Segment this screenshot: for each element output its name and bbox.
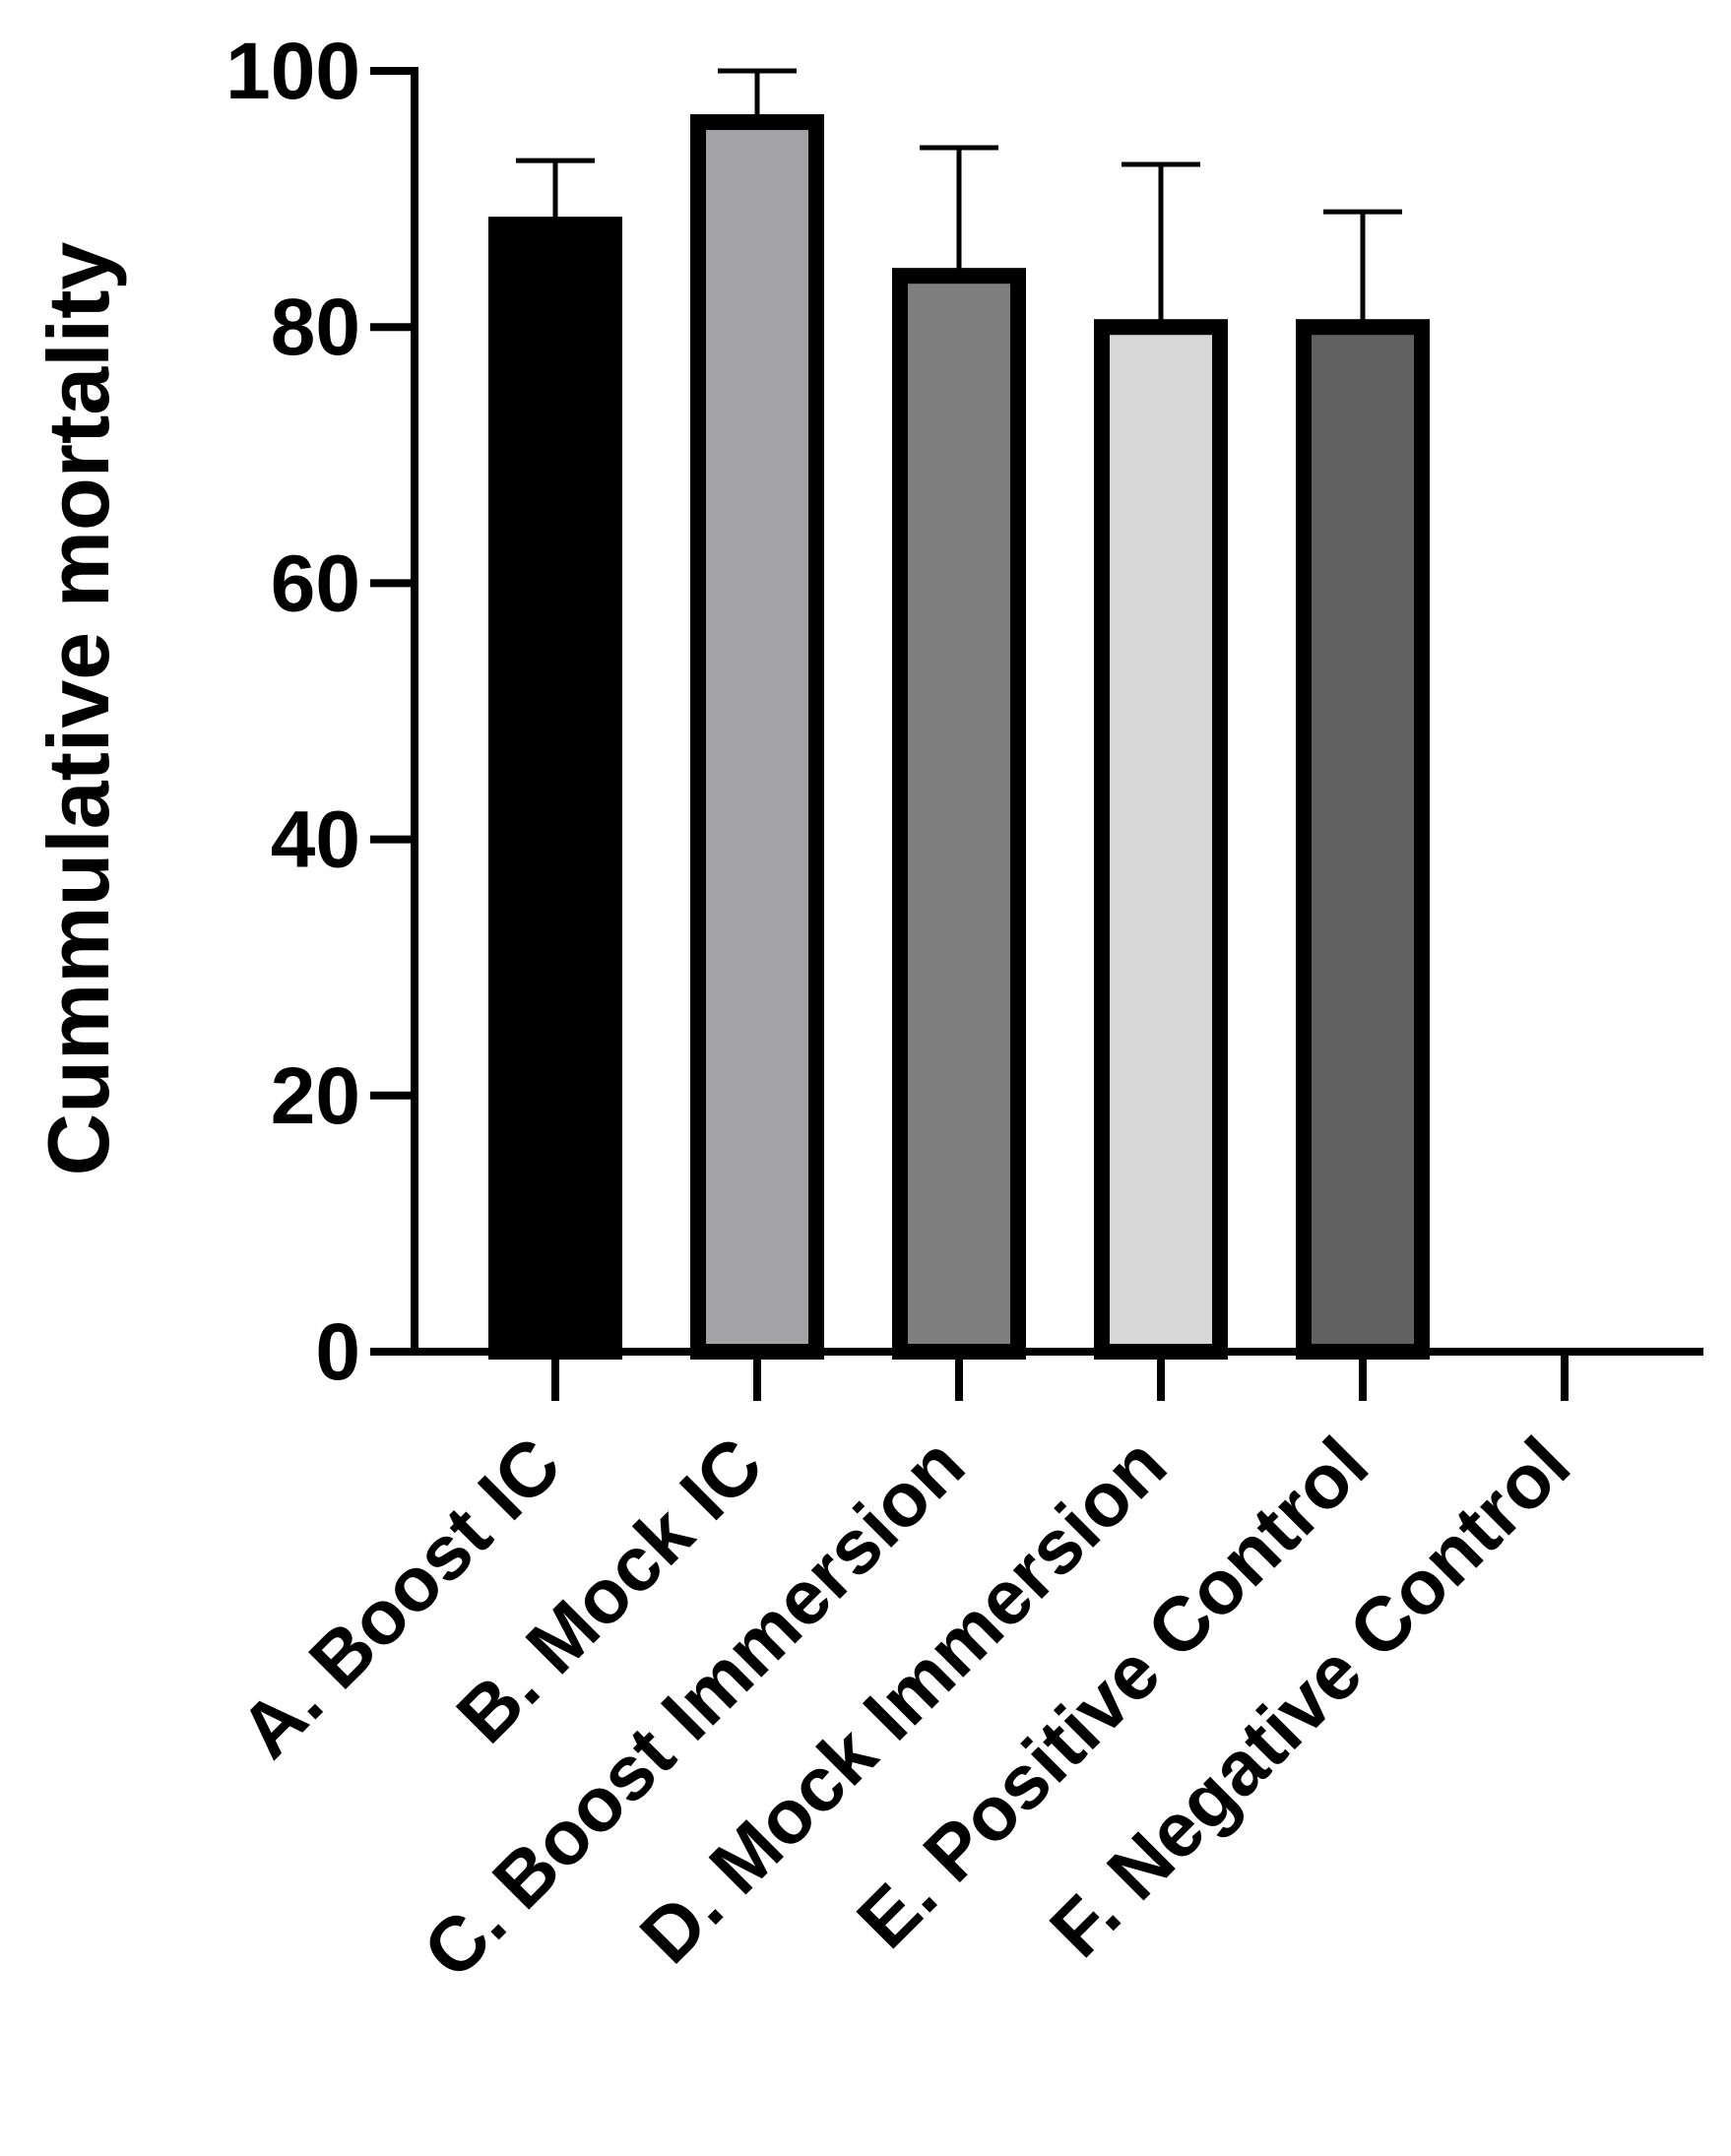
- error-bars: [516, 68, 1402, 328]
- bar: [488, 217, 622, 1360]
- y-tick-label: 100: [225, 27, 360, 116]
- bar: [690, 114, 824, 1360]
- bar: [1094, 319, 1228, 1361]
- y-tick-label: 60: [271, 539, 360, 628]
- y-axis: 0 20 40 60 80 100: [225, 27, 418, 1397]
- y-tick-label: 20: [271, 1051, 360, 1141]
- y-tick-label: 0: [315, 1307, 360, 1397]
- x-tick-labels: A. Boost ICB. Mock ICC. Boost ImmersionD…: [224, 1421, 1586, 1995]
- bar: [1296, 319, 1430, 1361]
- bars: [488, 114, 1430, 1361]
- y-tick-label: 40: [271, 795, 360, 885]
- bar: [892, 268, 1026, 1360]
- y-axis-title: Cummulative mortality: [30, 242, 127, 1176]
- y-tick-label: 80: [271, 283, 360, 372]
